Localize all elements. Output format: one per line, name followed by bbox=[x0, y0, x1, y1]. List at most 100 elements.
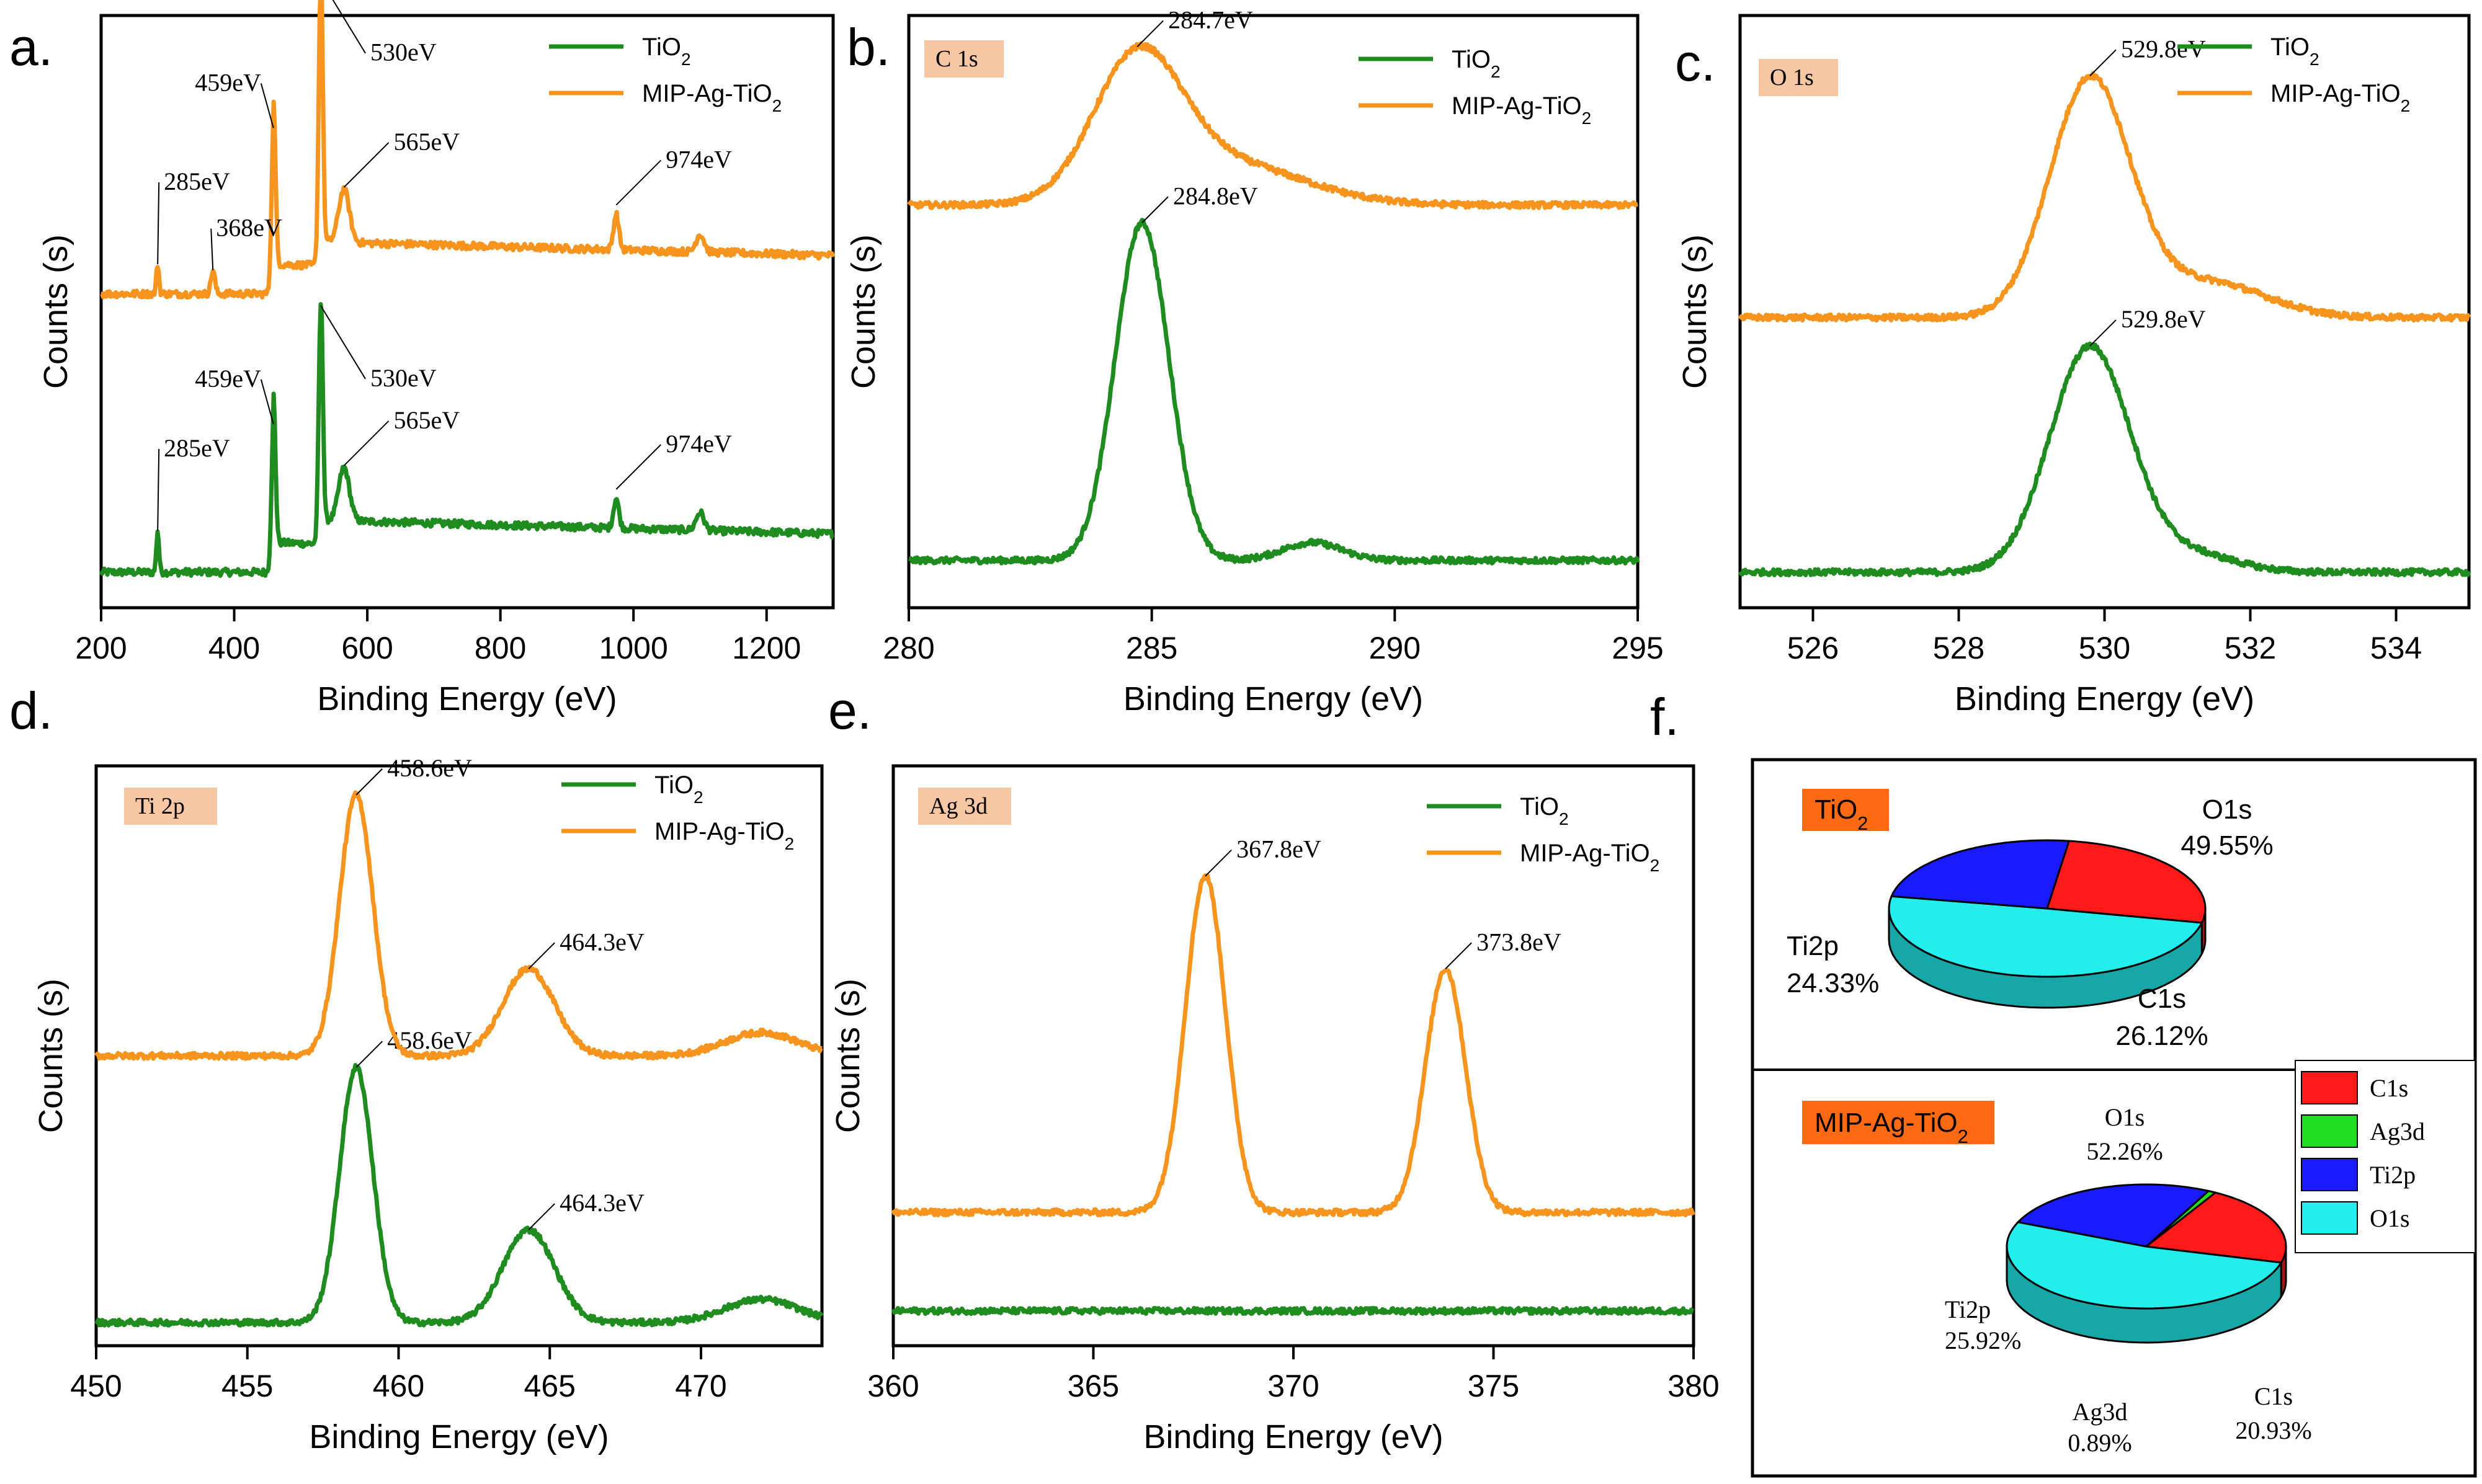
legend: TiO2 MIP-Ag-TiO2 bbox=[561, 771, 794, 853]
legend: TiO2 MIP-Ag-TiO2 bbox=[549, 33, 782, 115]
annotation-leader bbox=[157, 448, 160, 531]
panel-a: a. 200 400 600 800 1000 1200 Binding Energy (eV… bbox=[9, 0, 836, 718]
annotation-leader bbox=[355, 1041, 383, 1068]
x-tick-label: 528 bbox=[1933, 631, 1984, 665]
x-tick-label: 600 bbox=[341, 631, 393, 665]
element-tag-box bbox=[924, 40, 1004, 78]
pie-legend: C1s Ag3d Ti2p O1s bbox=[2295, 1060, 2476, 1253]
slice-pct-ti2p: 25.92% bbox=[1945, 1326, 2021, 1354]
series-line-tio2 bbox=[99, 302, 834, 578]
legend-label: TiO2 bbox=[1520, 793, 1569, 829]
legend-label: MIP-Ag-TiO2 bbox=[1452, 92, 1591, 128]
legend-swatch-ag3d bbox=[2301, 1114, 2358, 1148]
peak-annotation: 464.3eV bbox=[560, 928, 645, 956]
legend: TiO2 MIP-Ag-TiO2 bbox=[1427, 793, 1659, 875]
y-axis-label: Counts (s) bbox=[37, 234, 74, 389]
y-axis-label: Counts (s) bbox=[1676, 234, 1713, 389]
annotation-leader bbox=[355, 768, 383, 796]
peak-annotation: 368eV bbox=[216, 214, 282, 242]
panel-label: d. bbox=[9, 682, 53, 740]
pie-tio2: TiO2 O1s 49.55% Ti2p 24.33% C1s 26.12% bbox=[1787, 789, 2274, 1051]
x-axis-label: Binding Energy (eV) bbox=[1955, 680, 2254, 718]
peak-annotation: 464.3eV bbox=[560, 1189, 645, 1217]
peak-annotation: 285eV bbox=[164, 167, 230, 195]
panel-f: f. TiO2 O1s 49.55% Ti2p 24.33% C1s 26.12% MIP-Ag… bbox=[1650, 688, 2477, 1478]
x-tick-label: 465 bbox=[524, 1369, 576, 1403]
peak-annotation: 974eV bbox=[666, 430, 732, 458]
slice-label-ti2p: Ti2p bbox=[1787, 931, 1839, 961]
x-tick-label: 380 bbox=[1667, 1369, 1719, 1403]
annotation-leader bbox=[157, 182, 160, 265]
pie-slice-o1s bbox=[2006, 1221, 2283, 1310]
legend: TiO2 MIP-Ag-TiO2 bbox=[1359, 46, 1591, 128]
legend-label: TiO2 bbox=[2270, 33, 2319, 69]
slice-label-c1s: C1s bbox=[2138, 984, 2186, 1014]
peak-annotation: 459eV bbox=[195, 68, 261, 96]
x-tick-label: 1200 bbox=[732, 631, 801, 665]
slice-label-ag3d: Ag3d bbox=[2073, 1398, 2128, 1426]
pie-mip-ag-tio2: MIP-Ag-TiO2 O1s 52.26% Ti2p 25.92% Ag3d 0.89% C… bbox=[1802, 1101, 2312, 1457]
annotation-leader bbox=[528, 1203, 555, 1230]
annotation-leader bbox=[210, 228, 214, 270]
slice-pct-c1s: 26.12% bbox=[2115, 1021, 2208, 1051]
x-tick-label: 532 bbox=[2225, 631, 2276, 665]
peak-annotation: 530eV bbox=[370, 38, 437, 66]
x-tick-label: 400 bbox=[208, 631, 260, 665]
annotation-leader bbox=[528, 942, 555, 969]
x-tick-label: 530 bbox=[2079, 631, 2130, 665]
annotation-leader bbox=[1141, 196, 1169, 223]
annotation-leader bbox=[2089, 49, 2117, 77]
peak-annotation: 285eV bbox=[164, 434, 230, 462]
pie-title-box bbox=[1802, 789, 1889, 831]
x-tick-label: 200 bbox=[75, 631, 127, 665]
legend-label: TiO2 bbox=[642, 33, 691, 69]
pie-slice-c1s bbox=[2045, 840, 2207, 924]
x-tick-label: 450 bbox=[70, 1369, 122, 1403]
peak-annotation: 565eV bbox=[394, 406, 460, 434]
panel-c: c. O 1s 526 528 530 532 534 Binding Energy (eV)… bbox=[1675, 14, 2471, 718]
slice-pct-o1s: 49.55% bbox=[2181, 830, 2273, 861]
series-line-tio2 bbox=[908, 218, 1640, 566]
legend-label: TiO2 bbox=[654, 771, 703, 807]
pie-title: MIP-Ag-TiO2 bbox=[1815, 1108, 1968, 1147]
series-line-tio2 bbox=[1738, 341, 2471, 577]
peak-annotation: 529.8eV bbox=[2121, 305, 2206, 333]
pie-title: TiO2 bbox=[1815, 794, 1868, 834]
panel-e: e. Ag 3d 360 365 370 375 380 Binding Energy (eV… bbox=[828, 682, 1720, 1455]
peak-annotation: 459eV bbox=[195, 365, 261, 393]
peak-annotation: 565eV bbox=[394, 128, 460, 156]
annotation-leader bbox=[615, 444, 661, 490]
pie-slice-c1s bbox=[2144, 1191, 2287, 1264]
legend-swatch-o1s bbox=[2301, 1201, 2358, 1235]
plot-frame bbox=[94, 764, 824, 1348]
slice-label-ti2p: Ti2p bbox=[1945, 1295, 1991, 1323]
annotation-leader bbox=[343, 420, 390, 466]
legend-label: TiO2 bbox=[1452, 46, 1501, 81]
x-axis-label: Binding Energy (eV) bbox=[309, 1418, 609, 1455]
legend-swatch-c1s bbox=[2301, 1071, 2358, 1104]
annotation-leader bbox=[260, 379, 274, 425]
peak-annotation: 367.8eV bbox=[1236, 835, 1321, 863]
x-axis-label: Binding Energy (eV) bbox=[317, 680, 617, 718]
x-tick-label: 470 bbox=[675, 1369, 726, 1403]
element-tag-box bbox=[918, 788, 1011, 825]
legend-label-c1s: C1s bbox=[2370, 1074, 2408, 1102]
x-axis-label: Binding Energy (eV) bbox=[1143, 1418, 1443, 1455]
x-tick-label: 800 bbox=[475, 631, 526, 665]
x-tick-label: 290 bbox=[1369, 631, 1421, 665]
annotation-leader bbox=[1205, 849, 1232, 877]
legend-label-ag3d: Ag3d bbox=[2370, 1117, 2425, 1145]
element-tag-box bbox=[124, 788, 217, 825]
annotation-leader bbox=[332, 0, 366, 54]
slice-label-o1s: O1s bbox=[2105, 1103, 2145, 1131]
annotation-leader bbox=[320, 305, 366, 380]
peak-annotation: 529.8eV bbox=[2121, 35, 2206, 63]
panel-label: a. bbox=[9, 18, 53, 76]
series-line-mip-ag-tio2 bbox=[907, 41, 1639, 210]
y-axis-label: Counts (s) bbox=[845, 234, 882, 389]
x-tick-label: 534 bbox=[2370, 631, 2422, 665]
annotation-leader bbox=[2089, 319, 2117, 347]
x-tick-label: 365 bbox=[1068, 1369, 1119, 1403]
x-tick-label: 280 bbox=[883, 631, 934, 665]
